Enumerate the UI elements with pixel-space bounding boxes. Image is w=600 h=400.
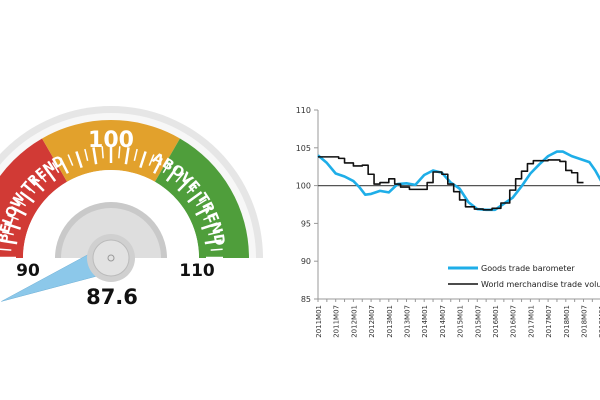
gauge-tick bbox=[44, 166, 57, 182]
y-tick-label: 100 bbox=[296, 182, 311, 191]
y-tick-label: 95 bbox=[301, 219, 311, 228]
gauge-tick bbox=[37, 172, 47, 183]
gauge-tick bbox=[0, 239, 18, 245]
x-tick-label: 2013M07 bbox=[404, 305, 412, 338]
gauge-tick bbox=[165, 166, 178, 182]
gauge-needle-cap bbox=[92, 239, 130, 277]
gauge-tick bbox=[124, 147, 130, 165]
x-tick-label: 2018M07 bbox=[581, 305, 589, 338]
gauge-tick bbox=[186, 184, 197, 194]
gauge-mid-label: 100 bbox=[88, 128, 134, 153]
gauge-tick bbox=[210, 248, 223, 251]
gauge-tick bbox=[195, 198, 207, 207]
gauge-tick bbox=[200, 222, 218, 230]
gauge-tick bbox=[92, 147, 98, 165]
y-tick-label: 90 bbox=[301, 257, 311, 266]
x-tick-label: 2012M07 bbox=[368, 305, 376, 338]
series-line-1 bbox=[318, 156, 584, 211]
gauge-min-label: 90 bbox=[16, 261, 40, 281]
x-tick-label: 2015M01 bbox=[457, 305, 465, 338]
gauge-tick bbox=[101, 146, 104, 159]
x-tick-label: 2011M07 bbox=[333, 305, 341, 338]
gauge-tick bbox=[118, 146, 121, 159]
x-tick-label: 2017M01 bbox=[527, 305, 535, 338]
gauge-tick bbox=[0, 248, 12, 251]
gauge-tick bbox=[208, 231, 221, 236]
y-tick-label: 85 bbox=[301, 295, 311, 304]
x-tick-label: 2016M01 bbox=[492, 305, 500, 338]
x-tick-label: 2012M01 bbox=[350, 305, 358, 338]
gauge-tick bbox=[162, 162, 171, 174]
legend-label-0: Goods trade barometer bbox=[481, 264, 575, 273]
gauge-zone-2 bbox=[154, 138, 249, 258]
gauge-tick bbox=[153, 157, 163, 174]
gauge-tick bbox=[1, 231, 14, 236]
gauge-tick bbox=[204, 239, 222, 245]
gauge-tick bbox=[7, 214, 19, 221]
gauge-tick bbox=[19, 191, 35, 204]
x-tick-label: 2017M07 bbox=[545, 305, 553, 338]
gauge-tick bbox=[10, 206, 27, 216]
x-tick-label: 2016M07 bbox=[510, 305, 518, 338]
series-line-0 bbox=[317, 150, 600, 212]
gauge-tick bbox=[30, 177, 45, 192]
gauge-tick bbox=[177, 177, 192, 192]
x-tick-label: 2019M01 bbox=[598, 305, 600, 338]
y-tick-label: 110 bbox=[296, 106, 311, 115]
gauge-tick bbox=[67, 154, 74, 166]
x-tick-label: 2014M07 bbox=[439, 305, 447, 338]
gauge-hub-inner bbox=[61, 208, 161, 258]
gauge-tick bbox=[133, 148, 138, 161]
y-tick-label: 105 bbox=[296, 144, 311, 153]
gauge-tick bbox=[187, 191, 203, 204]
gauge-max-label: 110 bbox=[179, 261, 215, 281]
gauge-tick bbox=[59, 157, 69, 174]
gauge-tick bbox=[25, 184, 36, 194]
gauge-tick bbox=[51, 162, 60, 174]
x-tick-label: 2018M01 bbox=[563, 305, 571, 338]
legend-label-1: World merchandise trade volume bbox=[481, 280, 600, 289]
gauge-value-label: 87.6 bbox=[86, 285, 138, 309]
gauge-tick bbox=[75, 151, 83, 169]
gauge-tick bbox=[84, 148, 89, 161]
gauge-tick bbox=[4, 222, 22, 230]
x-tick-label: 2014M01 bbox=[421, 305, 429, 338]
x-tick-label: 2015M07 bbox=[474, 305, 482, 338]
gauge-tick bbox=[148, 154, 155, 166]
x-tick-label: 2013M01 bbox=[386, 305, 394, 338]
gauge-tick bbox=[15, 198, 27, 207]
gauge-tick bbox=[175, 172, 185, 183]
gauge-tick bbox=[203, 214, 215, 221]
gauge-tick bbox=[195, 206, 212, 216]
x-tick-label: 2011M01 bbox=[315, 305, 323, 338]
gauge-tick bbox=[139, 151, 147, 169]
gauge-needle-pivot bbox=[107, 254, 115, 262]
